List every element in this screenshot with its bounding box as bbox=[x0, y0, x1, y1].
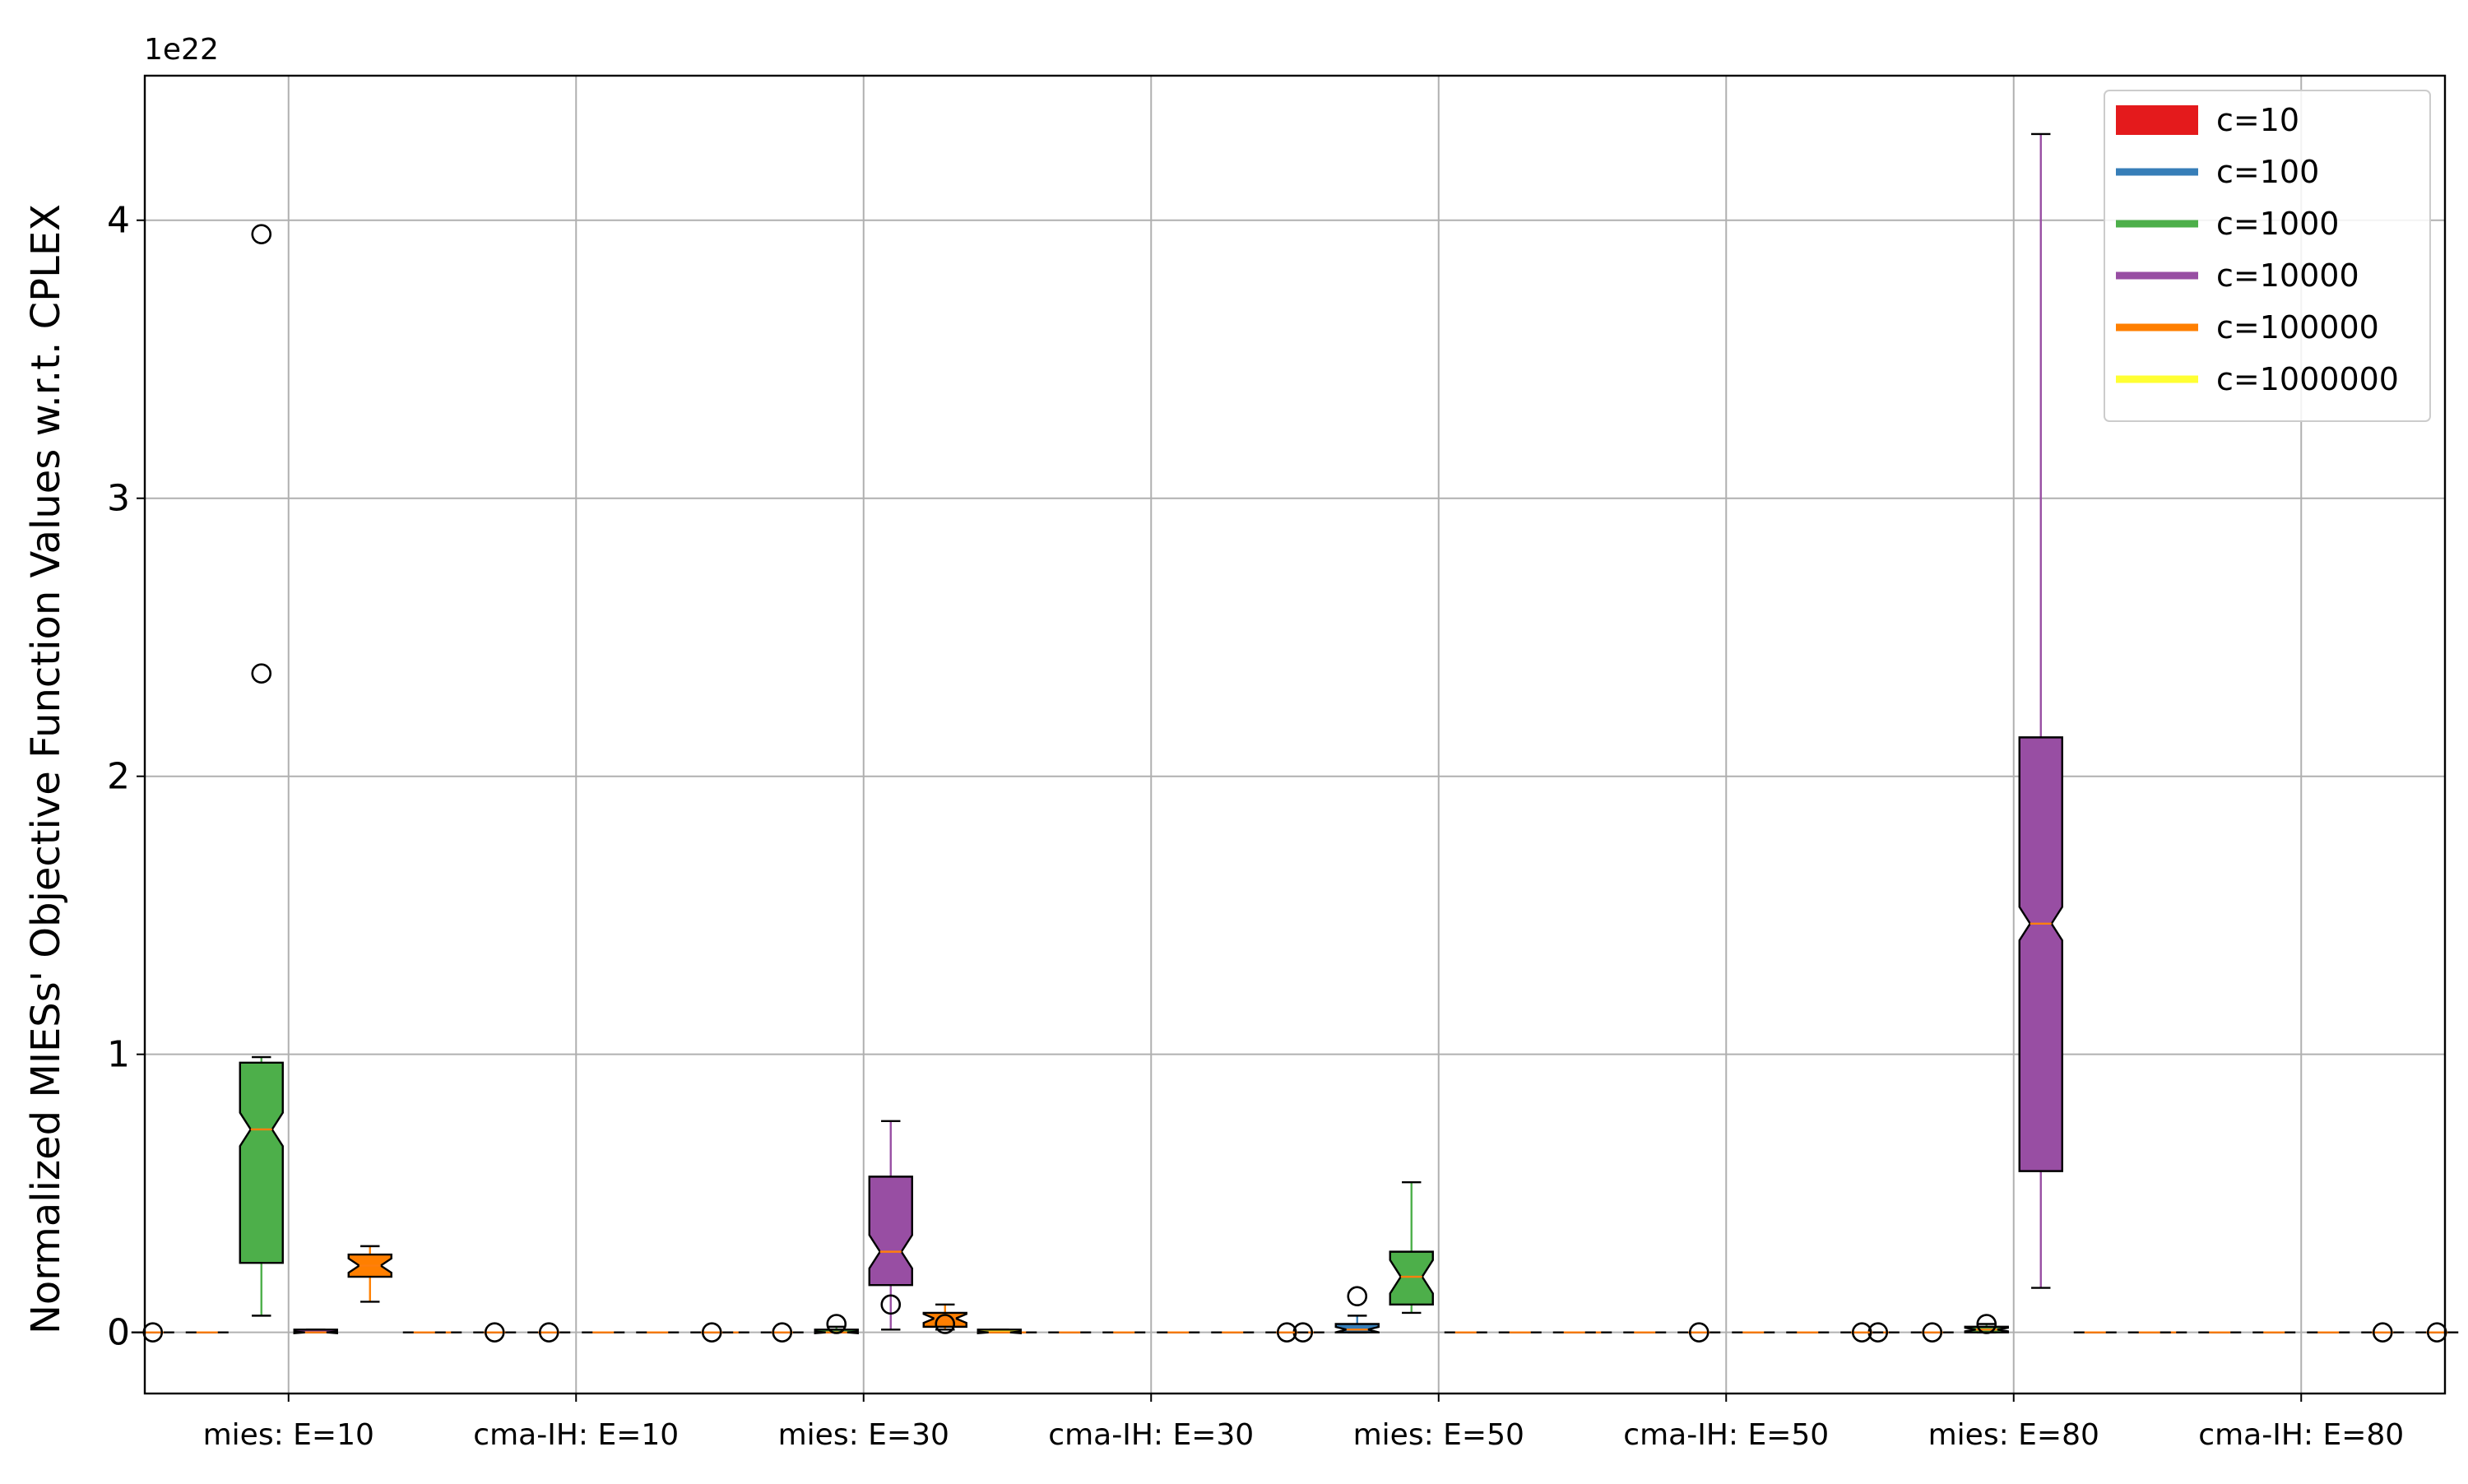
x-tick-label: mies: E=10 bbox=[203, 1418, 374, 1452]
legend-label: c=1000 bbox=[2216, 206, 2339, 242]
outlier-point bbox=[2372, 1322, 2393, 1343]
box-c=100-mies: E=80 bbox=[1910, 1322, 1954, 1343]
tick-layer: 0 1 2 3 4 mies: E=10 cma-IH: E=10 mies: E=30 cma… bbox=[107, 200, 2404, 1452]
box-body bbox=[1389, 1250, 1434, 1306]
box-c=100000-cma-IH: E=80 bbox=[2361, 1322, 2405, 1343]
legend: c=10 c=100 c=1000 c=10000 c=100000 c=1000000 bbox=[2104, 90, 2431, 422]
x-tick-label: cma-IH: E=50 bbox=[1623, 1418, 1829, 1452]
grid-layer bbox=[145, 76, 2445, 1394]
y-tick-label: 0 bbox=[107, 1312, 130, 1354]
x-tick-label: mies: E=30 bbox=[778, 1418, 949, 1452]
outlier-point bbox=[935, 1314, 956, 1334]
legend-label: c=10 bbox=[2216, 102, 2299, 138]
outlier-point bbox=[1688, 1322, 1710, 1343]
y-axis-label: Normalized MIESs' Objective Function Val… bbox=[23, 204, 69, 1334]
box-body bbox=[239, 1061, 284, 1264]
outlier-point bbox=[826, 1314, 847, 1334]
box-c=100000-mies: E=10 bbox=[347, 1245, 392, 1303]
box-c=1000-mies: E=50 bbox=[1389, 1180, 1434, 1315]
legend-label: c=1000000 bbox=[2216, 361, 2399, 397]
box-c=1000-mies: E=10 bbox=[239, 224, 284, 1317]
x-tick-label: cma-IH: E=10 bbox=[473, 1418, 679, 1452]
box-c=1000000-cma-IH: E=50 bbox=[1840, 1322, 1884, 1343]
box-c=1000000-cma-IH: E=10 bbox=[690, 1322, 734, 1343]
box-c=1000000-cma-IH: E=30 bbox=[1265, 1322, 1309, 1343]
outlier-point bbox=[2426, 1322, 2447, 1343]
outlier-point bbox=[1851, 1322, 1872, 1343]
box-c=10000-mies: E=10 bbox=[293, 1329, 338, 1335]
outlier-point bbox=[251, 663, 272, 684]
outlier-point bbox=[484, 1322, 505, 1343]
x-tick-label: cma-IH: E=30 bbox=[1048, 1418, 1254, 1452]
y-tick-label: 3 bbox=[107, 478, 130, 520]
box-layer bbox=[131, 132, 2459, 1343]
box-c=10000-mies: E=30 bbox=[868, 1120, 913, 1331]
box-c=10000-mies: E=80 bbox=[2018, 132, 2063, 1289]
plot-frame bbox=[143, 74, 2447, 1395]
box-c=1000-mies: E=80 bbox=[1964, 1314, 2009, 1334]
outlier-point bbox=[772, 1322, 793, 1343]
box-c=100-mies: E=50 bbox=[1334, 1286, 1380, 1333]
outlier-point bbox=[251, 224, 272, 244]
outlier-point bbox=[538, 1322, 559, 1343]
outlier-point bbox=[1347, 1286, 1368, 1307]
box-c=1000000-cma-IH: E=80 bbox=[2415, 1322, 2459, 1343]
box-body bbox=[2018, 736, 2063, 1172]
box-body bbox=[868, 1176, 913, 1287]
y-tick-label: 2 bbox=[107, 756, 130, 798]
legend-label: c=100 bbox=[2216, 154, 2319, 190]
x-tick-label: mies: E=80 bbox=[1928, 1418, 2099, 1452]
box-c=1000-cma-IH: E=50 bbox=[1677, 1322, 1721, 1343]
outlier-point bbox=[1922, 1322, 1943, 1343]
box-c=1000-mies: E=30 bbox=[814, 1314, 859, 1335]
box-body bbox=[1334, 1323, 1380, 1333]
outlier-point bbox=[701, 1322, 722, 1343]
legend-swatch bbox=[2116, 105, 2198, 135]
y-axis-offset-text: 1e22 bbox=[144, 33, 219, 67]
legend-label: c=10000 bbox=[2216, 257, 2359, 294]
outlier-point bbox=[1976, 1314, 1997, 1334]
box-c=100-cma-IH: E=10 bbox=[473, 1322, 517, 1343]
x-tick-label: cma-IH: E=80 bbox=[2198, 1418, 2404, 1452]
box-c=1000-cma-IH: E=10 bbox=[527, 1322, 571, 1343]
outlier-point bbox=[880, 1294, 902, 1315]
y-tick-label: 4 bbox=[107, 200, 130, 242]
x-tick-label: mies: E=50 bbox=[1353, 1418, 1524, 1452]
y-tick-label: 1 bbox=[107, 1034, 130, 1076]
outlier-point bbox=[1276, 1322, 1297, 1343]
box-c=100000-mies: E=30 bbox=[922, 1303, 967, 1334]
box-c=100-mies: E=30 bbox=[760, 1322, 804, 1343]
box-c=1000000-mies: E=30 bbox=[977, 1329, 1022, 1335]
box-body bbox=[922, 1311, 967, 1329]
legend-label: c=100000 bbox=[2216, 309, 2379, 345]
